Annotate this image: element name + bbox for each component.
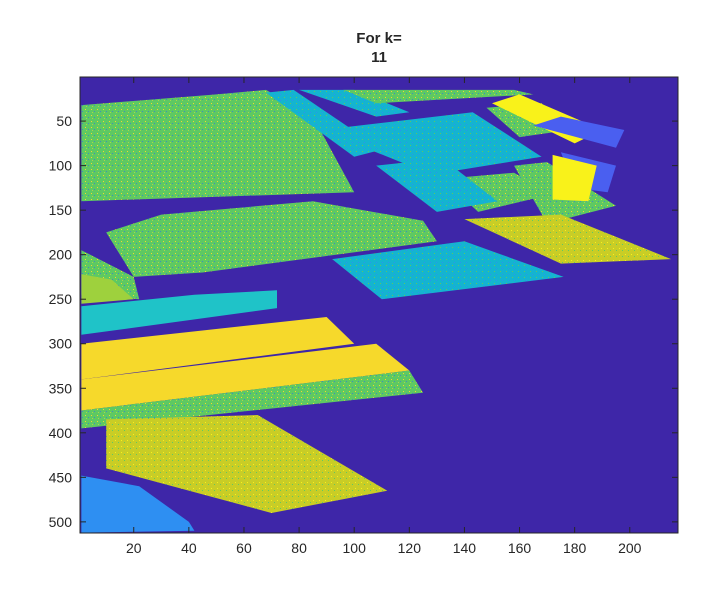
x-tick-label: 40 [181, 540, 197, 556]
y-tick-label: 450 [49, 469, 73, 485]
cluster-region-lime [81, 274, 134, 304]
cluster-region-teal [321, 112, 542, 175]
y-tick-label: 50 [56, 113, 72, 129]
cluster-region-yellow [81, 317, 355, 380]
cluster-region-green [106, 201, 437, 277]
y-tick-label: 250 [49, 291, 73, 307]
y-tick-label: 100 [49, 158, 73, 174]
y-tick-label: 350 [49, 380, 73, 396]
y-tick-label: 500 [49, 514, 73, 530]
plot-border [79, 76, 679, 534]
cluster-region-teal [332, 241, 564, 300]
cluster-region-teal [299, 89, 410, 117]
x-tick-label: 140 [453, 540, 477, 556]
cluster-region-teal [376, 158, 498, 212]
cluster-region-light_blue [81, 475, 195, 533]
x-tick-label: 100 [343, 540, 367, 556]
y-tick-label: 200 [49, 247, 73, 263]
chart-title-line-1: For k= [356, 30, 402, 47]
x-tick-label: 20 [126, 540, 142, 556]
cluster-region-yellow [81, 343, 410, 411]
cluster-region-green [81, 370, 424, 429]
x-tick-label: 120 [398, 540, 422, 556]
cluster-region-green [343, 89, 534, 104]
cluster-region-yellow_green [464, 214, 672, 264]
cluster-region-blue [533, 116, 625, 148]
cluster-region-green [81, 89, 355, 202]
cluster-region-yellow_green [106, 415, 388, 513]
cluster-region-cyan [81, 290, 278, 335]
y-tick-label: 150 [49, 202, 73, 218]
x-tick-label: 200 [618, 540, 642, 556]
cluster-region-bright_yellow [552, 154, 597, 202]
x-tick-label: 80 [291, 540, 307, 556]
x-tick-label: 180 [563, 540, 587, 556]
plot-area [80, 77, 678, 533]
y-tick-label: 400 [49, 425, 73, 441]
y-tick-label: 300 [49, 336, 73, 352]
axes: 20 40 60 80 100 120 140 160 180 200 50 100 150 200 250… [49, 76, 679, 556]
x-tick-label: 160 [508, 540, 532, 556]
chart-title-line-2: 11 [371, 49, 387, 66]
x-tick-label: 60 [236, 540, 252, 556]
